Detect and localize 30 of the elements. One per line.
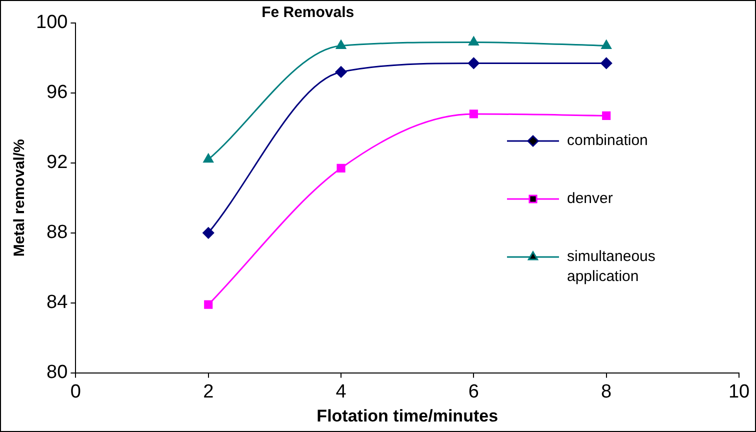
y-tick-label: 84	[46, 292, 68, 314]
legend-label: simultaneous application	[567, 248, 656, 286]
x-tick-label: 10	[728, 381, 750, 402]
point	[602, 111, 611, 120]
point	[600, 57, 612, 69]
point	[204, 300, 213, 309]
legend-label: combination	[567, 132, 648, 150]
y-tick-label: 88	[46, 222, 68, 244]
y-axis-title: Metal removal/%	[11, 139, 28, 257]
x-axis-title: Flotation time/minutes	[316, 406, 498, 426]
y-tick-label: 92	[46, 152, 68, 174]
x-tick-label: 8	[601, 381, 612, 402]
x-tick-label: 6	[468, 381, 479, 402]
point	[601, 40, 612, 49]
point	[468, 57, 480, 69]
x-tick-label: 2	[203, 381, 214, 402]
chart-title: Fe Removals	[262, 4, 354, 22]
y-tick-label: 96	[46, 82, 68, 104]
point	[336, 40, 346, 49]
y-tick-label: 80	[46, 362, 68, 384]
point	[336, 164, 346, 172]
point	[335, 66, 347, 78]
y-tick-label: 100	[36, 12, 68, 34]
x-tick-label: 0	[70, 381, 81, 402]
point	[203, 154, 214, 163]
legend-label: denver	[567, 190, 613, 208]
point	[468, 36, 479, 46]
point	[469, 110, 478, 118]
x-tick-label: 4	[336, 381, 347, 402]
point	[202, 227, 214, 239]
